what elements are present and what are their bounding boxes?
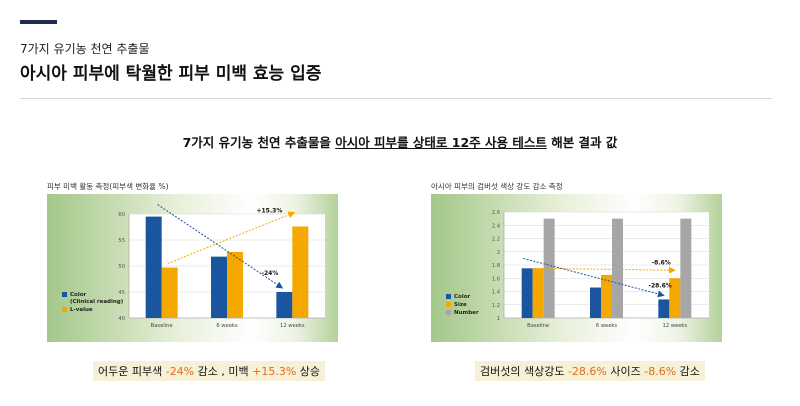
y-tick-label: 50	[118, 264, 125, 270]
headline-underline: 아시아 피부를 상태로 12주 사용 테스트	[335, 135, 547, 150]
y-tick-label: 1.4	[492, 290, 501, 296]
chart2-svg: 1 1.2 1.4 1.6 1.8 2 2.2 2.4 2.6 Baseline 6 weeks 12…	[446, 210, 709, 329]
annotation-label-1: -28.6%	[649, 282, 672, 289]
bar-0-0	[521, 268, 533, 318]
legend-label-1: L-value	[70, 307, 93, 313]
y-tick-label: 60	[118, 212, 125, 218]
bar-0-0	[145, 216, 162, 318]
accent-bar	[20, 20, 57, 24]
x-tick-label: Baseline	[527, 323, 549, 329]
y-tick-label: 1.2	[492, 303, 500, 309]
legend-swatch-0	[446, 294, 451, 299]
legend-label-0: Color	[454, 294, 470, 300]
chart1-panel: 40 45 50 55 60 Baseline 6 weeks 12 weeks Color (C…	[47, 194, 338, 342]
x-tick-label: 12 weeks	[280, 323, 305, 329]
chart1-svg: 40 45 50 55 60 Baseline 6 weeks 12 weeks Color(C…	[62, 204, 325, 329]
bar-2-1	[612, 218, 623, 318]
legend-label-0: Color	[70, 292, 86, 298]
header-divider	[20, 98, 772, 99]
chart1-summary-v2: +15.3%	[252, 365, 297, 378]
bar-1-0	[532, 268, 544, 318]
chart1-summary-mid: 감소 , 미백	[194, 365, 253, 378]
bar-1-0	[161, 267, 178, 318]
bar-1-2	[292, 226, 309, 318]
legend-swatch-1	[446, 302, 451, 307]
legend-label-1: Size	[454, 302, 467, 308]
y-tick-label: 2.6	[492, 210, 500, 216]
bar-1-1	[227, 251, 243, 318]
legend-label-0: (Clinical reading)	[70, 299, 124, 305]
bar-1-2	[669, 278, 681, 318]
legend-swatch-2	[446, 310, 451, 315]
bar-0-1	[590, 287, 601, 318]
headline-part2: 해본 결과 값	[546, 135, 618, 150]
x-tick-label: 6 weeks	[216, 323, 238, 329]
annotation-label-0: +15.3%	[256, 207, 282, 214]
y-tick-label: 1.6	[492, 276, 500, 282]
annotation-label-0: -8.6%	[652, 259, 671, 266]
legend-swatch-0	[62, 292, 67, 297]
trend-arrow-0	[534, 266, 676, 274]
y-tick-label: 2.4	[492, 223, 501, 229]
bar-0-2	[658, 299, 670, 318]
chart2-summary-suffix: 감소	[676, 365, 700, 378]
legend-swatch-1	[62, 307, 67, 312]
chart1-summary-prefix: 어두운 피부색	[98, 365, 166, 378]
page-subtitle: 7가지 유기농 천연 추출물	[20, 42, 150, 56]
bar-2-2	[680, 218, 692, 318]
chart2-summary: 검버섯의 색상강도 -28.6% 사이즈 -8.6% 감소	[475, 361, 705, 381]
page-title: 아시아 피부에 탁월한 피부 미백 효능 입증	[20, 64, 322, 84]
trend-arrow-1	[157, 204, 284, 289]
test-headline: 7가지 유기농 천연 추출물을 아시아 피부를 상태로 12주 사용 테스트 해…	[0, 132, 800, 151]
y-tick-label: 45	[118, 290, 125, 296]
x-tick-label: 6 weeks	[596, 323, 618, 329]
legend-label-2: Number	[454, 310, 479, 316]
y-tick-label: 1	[497, 316, 500, 322]
y-tick-label: 2	[497, 250, 500, 256]
x-tick-label: 12 weeks	[663, 323, 688, 329]
trend-arrow-0	[167, 211, 296, 265]
chart1-summary-v1: -24%	[165, 365, 195, 378]
y-tick-label: 2.2	[492, 237, 500, 243]
chart1-summary: 어두운 피부색 -24% 감소 , 미백 +15.3% 상승	[93, 361, 326, 381]
chart2-summary-v1: -28.6%	[567, 365, 607, 378]
y-tick-label: 1.8	[492, 263, 500, 269]
x-tick-label: Baseline	[151, 323, 173, 329]
annotation-label-1: -24%	[261, 270, 278, 277]
chart2-summary-mid: 사이즈	[606, 365, 645, 378]
bar-1-1	[601, 274, 612, 318]
y-tick-label: 55	[118, 238, 125, 244]
y-tick-label: 40	[118, 316, 125, 322]
chart2-summary-v2: -8.6%	[644, 365, 677, 378]
bar-0-1	[211, 256, 227, 318]
headline-part1: 7가지 유기농 천연 추출물을	[182, 135, 336, 150]
chart2-summary-prefix: 검버섯의 색상강도	[480, 365, 568, 378]
chart1-summary-suffix: 상승	[296, 365, 321, 378]
chart2-panel: 1 1.2 1.4 1.6 1.8 2 2.2 2.4 2.6 Baseline 6 weeks 12…	[431, 194, 722, 342]
chart1-caption: 피부 미백 활동 측정(피부색 변화율 %)	[47, 182, 169, 191]
bar-0-2	[276, 292, 293, 318]
chart2-caption: 아시아 피부의 검버섯 색상 강도 감소 측정	[431, 182, 563, 191]
